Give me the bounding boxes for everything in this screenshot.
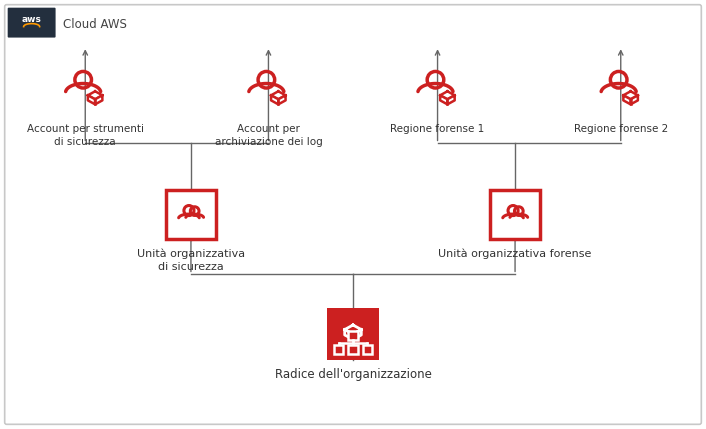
FancyBboxPatch shape	[8, 8, 56, 38]
Text: Radice dell'organizzazione: Radice dell'organizzazione	[275, 368, 431, 381]
Polygon shape	[95, 95, 102, 104]
Text: Account per strumenti
di sicurezza: Account per strumenti di sicurezza	[27, 124, 144, 147]
FancyBboxPatch shape	[348, 345, 358, 354]
Polygon shape	[623, 91, 638, 99]
FancyBboxPatch shape	[327, 308, 379, 360]
Polygon shape	[440, 95, 448, 104]
Text: Cloud AWS: Cloud AWS	[63, 18, 126, 31]
Text: Regione forense 1: Regione forense 1	[390, 124, 485, 134]
Text: Unità organizzativa
di sicurezza: Unità organizzativa di sicurezza	[137, 248, 245, 272]
Polygon shape	[278, 95, 285, 104]
Polygon shape	[271, 95, 278, 104]
Text: Unità organizzativa forense: Unità organizzativa forense	[438, 248, 592, 259]
FancyBboxPatch shape	[334, 345, 343, 354]
Polygon shape	[353, 329, 361, 339]
FancyBboxPatch shape	[166, 190, 216, 239]
Text: aws: aws	[22, 15, 42, 24]
Polygon shape	[440, 91, 455, 99]
FancyBboxPatch shape	[348, 331, 358, 340]
Text: Account per
archiviazione dei log: Account per archiviazione dei log	[215, 124, 323, 147]
Polygon shape	[623, 95, 630, 104]
FancyBboxPatch shape	[490, 190, 540, 239]
Polygon shape	[448, 95, 455, 104]
Polygon shape	[630, 95, 638, 104]
Polygon shape	[88, 91, 102, 99]
Text: Regione forense 2: Regione forense 2	[574, 124, 668, 134]
Polygon shape	[345, 329, 353, 339]
FancyBboxPatch shape	[363, 345, 372, 354]
FancyBboxPatch shape	[5, 5, 701, 424]
Polygon shape	[345, 325, 361, 334]
Polygon shape	[271, 91, 285, 99]
Polygon shape	[88, 95, 95, 104]
